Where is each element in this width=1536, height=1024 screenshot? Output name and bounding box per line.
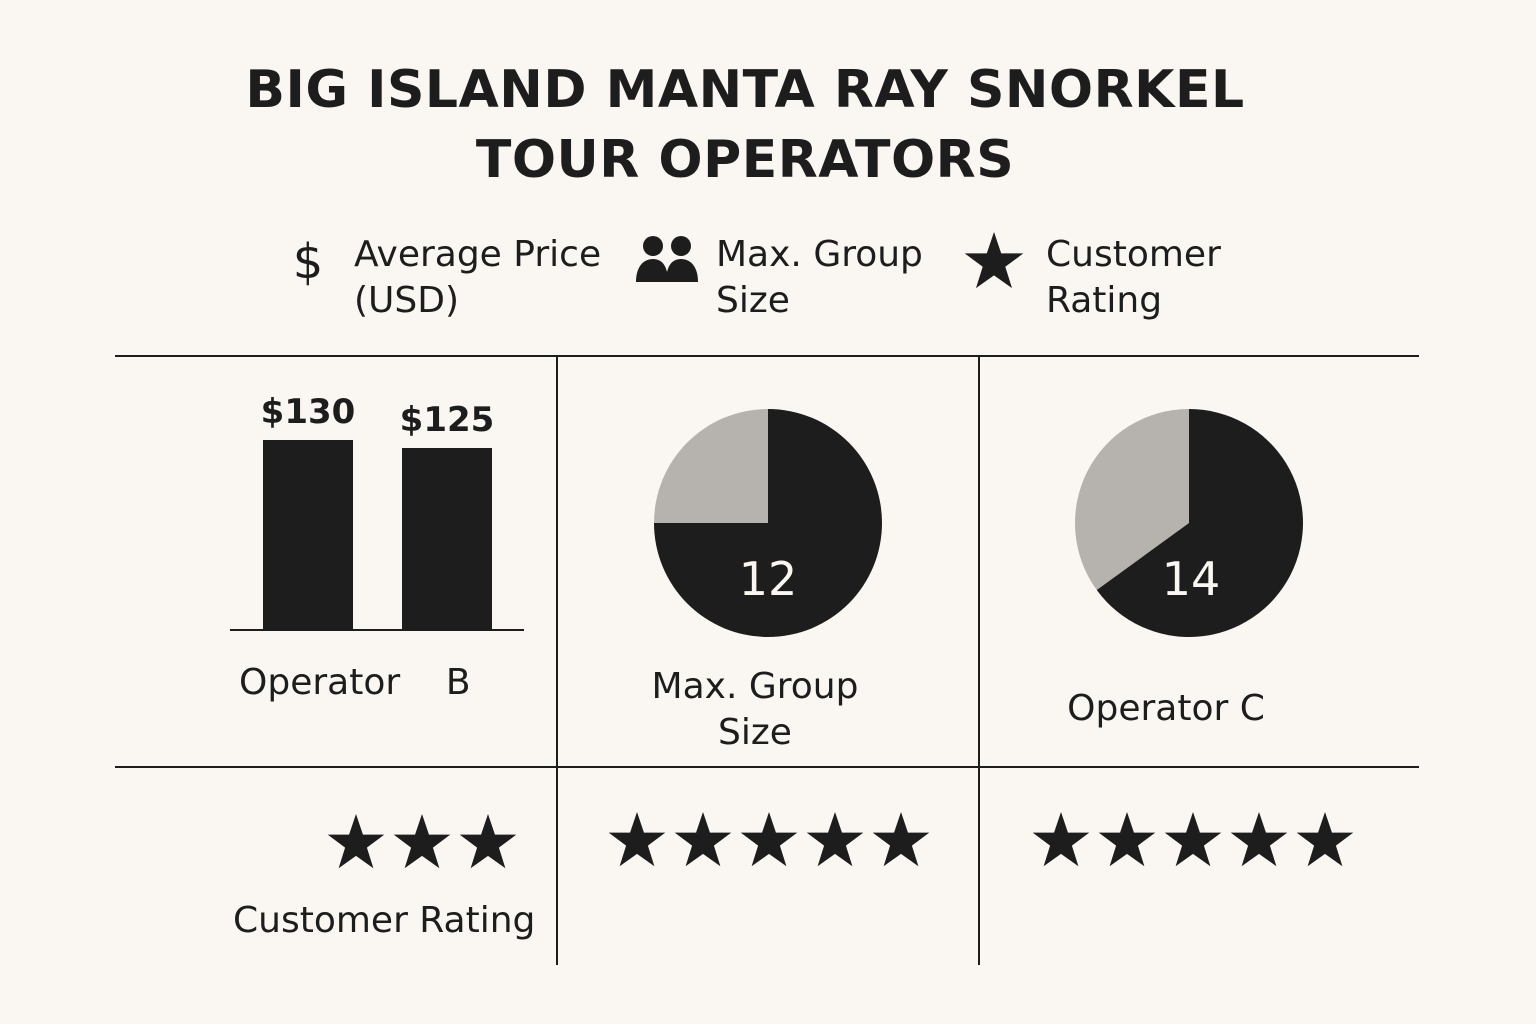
legend-item-group-size: Max. Group Size bbox=[634, 232, 923, 324]
dollar-icon: $ bbox=[292, 234, 324, 290]
chart-title-line-1: BIG ISLAND MANTA RAY SNORKEL bbox=[245, 60, 1245, 120]
star-icon bbox=[962, 232, 1026, 290]
bar-chart-label: Operator B bbox=[239, 662, 471, 703]
bar-operator-b bbox=[402, 447, 492, 630]
legend-item-rating: Customer Rating bbox=[962, 232, 1221, 324]
pie-chart-label-group-size: Max. Group Size bbox=[651, 666, 859, 753]
bar-value-label: $130 bbox=[260, 392, 356, 433]
pie-chart-operator-c: 14 bbox=[1074, 409, 1303, 637]
pie-slice-light bbox=[1074, 409, 1189, 591]
pie-slice-dark bbox=[654, 409, 882, 637]
rating-label: Customer Rating bbox=[233, 900, 536, 941]
star-icon bbox=[327, 814, 385, 869]
star-icon bbox=[1032, 812, 1090, 867]
grid-line-left bbox=[556, 355, 558, 965]
star-icon bbox=[740, 812, 798, 867]
star-rating-2 bbox=[607, 812, 931, 868]
chart-title-line-2: TOUR OPERATORS bbox=[475, 130, 1015, 190]
pie-slice-light bbox=[654, 409, 768, 523]
grid-line-middle bbox=[115, 766, 1419, 768]
star-icon bbox=[608, 812, 666, 867]
bar-value-label: $125 bbox=[399, 399, 495, 440]
bar-operator-a bbox=[263, 440, 353, 630]
star-icon bbox=[806, 812, 864, 867]
star-icon bbox=[674, 812, 732, 867]
star-rating-1 bbox=[326, 814, 518, 870]
pie-value-label: 14 bbox=[1162, 552, 1221, 606]
star-icon bbox=[1230, 812, 1288, 867]
star-icon bbox=[1296, 812, 1354, 867]
star-rating-3 bbox=[1031, 812, 1355, 868]
star-icon bbox=[393, 814, 451, 869]
star-icon bbox=[1164, 812, 1222, 867]
pie-chart-label-operator-c: Operator C bbox=[1067, 688, 1265, 729]
star-icon bbox=[459, 814, 517, 869]
people-icon bbox=[634, 232, 700, 284]
legend-label-group-size: Max. Group Size bbox=[716, 234, 923, 321]
pie-slice-dark bbox=[1096, 409, 1303, 637]
grid-line-right bbox=[978, 355, 980, 965]
bar-chart-baseline bbox=[230, 629, 524, 631]
pie-value-label: 12 bbox=[739, 552, 798, 606]
legend-item-price: $ Average Price (USD) bbox=[288, 232, 601, 324]
grid-line-top bbox=[115, 355, 1419, 357]
legend-label-rating: Customer Rating bbox=[1046, 234, 1221, 321]
legend-label-price: Average Price (USD) bbox=[354, 234, 602, 321]
star-icon bbox=[872, 812, 930, 867]
pie-chart-group-size: 12 bbox=[654, 409, 882, 637]
star-icon bbox=[1098, 812, 1156, 867]
